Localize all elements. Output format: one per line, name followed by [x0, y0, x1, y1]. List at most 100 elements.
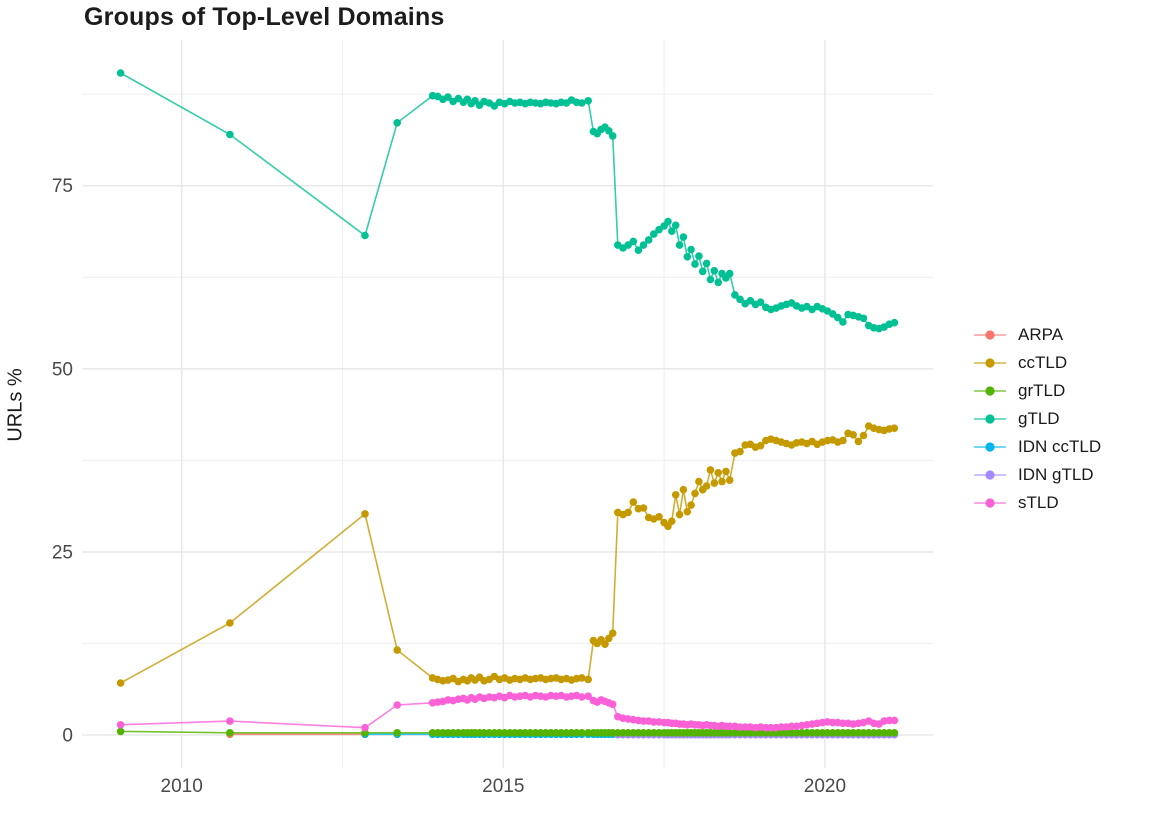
- data-point: [624, 508, 632, 517]
- data-point: [578, 674, 586, 682]
- series-gTLD: [116, 69, 899, 333]
- data-point: [624, 729, 632, 737]
- data-point: [578, 99, 586, 107]
- data-point: [714, 278, 722, 287]
- data-point: [706, 466, 715, 474]
- data-point: [736, 295, 744, 304]
- data-point: [691, 260, 699, 268]
- legend-key-icon: [974, 330, 1006, 340]
- data-point: [679, 233, 688, 241]
- data-point: [226, 729, 234, 737]
- data-point: [803, 729, 811, 737]
- x-tick-label: 2020: [804, 776, 846, 797]
- data-point: [671, 491, 680, 499]
- data-point: [839, 729, 847, 737]
- data-point: [792, 729, 801, 737]
- legend-key-dot: [985, 470, 995, 480]
- legend-item-IDN gTLD: IDN gTLD: [972, 461, 1101, 489]
- x-tick-label: 2010: [161, 776, 203, 797]
- data-point: [639, 241, 648, 249]
- legend: ARPA ccTLD grTLD gTLD IDN ccTLD IDN gTLD sTLD: [972, 321, 1101, 517]
- data-point: [639, 729, 648, 737]
- data-point: [584, 97, 592, 105]
- data-point: [725, 476, 734, 485]
- data-point: [725, 722, 734, 731]
- series-line-ccTLD: [119, 424, 896, 684]
- data-point: [687, 501, 695, 509]
- data-point: [890, 716, 899, 725]
- legend-key-icon: [974, 442, 1006, 452]
- series-ccTLD: [116, 422, 899, 687]
- data-point: [480, 729, 488, 737]
- data-point: [702, 482, 711, 490]
- data-point: [767, 723, 775, 732]
- y-tick-label: 75: [52, 176, 73, 197]
- legend-item-ccTLD: ccTLD: [972, 349, 1101, 377]
- data-point: [736, 723, 744, 731]
- data-point: [634, 246, 643, 254]
- legend-key-icon: [974, 358, 1006, 368]
- series-line-gTLD: [119, 72, 896, 330]
- legend-key-dot: [985, 414, 995, 424]
- legend-item-label: IDN ccTLD: [1018, 437, 1102, 456]
- data-point: [547, 729, 555, 737]
- data-point: [725, 729, 734, 737]
- data-point: [706, 275, 715, 284]
- data-point: [746, 729, 755, 737]
- data-point: [639, 504, 648, 512]
- data-point: [664, 217, 672, 226]
- x-tick-label: 2015: [482, 776, 524, 797]
- data-point: [710, 266, 719, 275]
- legend-item-label: ccTLD: [1018, 353, 1068, 372]
- data-point: [449, 729, 457, 737]
- legend-item-ARPA: ARPA: [972, 321, 1101, 349]
- legend-item-label: ARPA: [1018, 325, 1064, 344]
- data-point: [675, 241, 684, 249]
- data-point: [668, 227, 676, 235]
- data-point: [756, 298, 765, 307]
- data-point: [683, 507, 692, 516]
- legend-key-dot: [985, 442, 995, 452]
- legend-key-dot: [985, 498, 995, 508]
- y-tick-label: 50: [52, 359, 73, 380]
- data-point: [650, 718, 658, 726]
- data-point: [361, 510, 369, 518]
- data-point: [557, 729, 565, 737]
- legend-item-label: IDN gTLD: [1018, 465, 1094, 484]
- data-point: [650, 230, 658, 238]
- data-point: [655, 513, 663, 521]
- data-point: [714, 469, 722, 477]
- data-point: [695, 252, 703, 260]
- data-point: [880, 729, 888, 737]
- data-point: [572, 729, 581, 737]
- data-point: [679, 485, 688, 494]
- data-point: [226, 717, 234, 725]
- series-sTLD: [116, 691, 899, 732]
- data-point: [444, 93, 452, 101]
- legend-item-label: grTLD: [1018, 381, 1066, 400]
- series-ARPA: [226, 730, 369, 739]
- data-point: [639, 717, 648, 725]
- data-point: [691, 489, 699, 498]
- data-point: [702, 259, 711, 268]
- legend-key-icon: [974, 470, 1006, 480]
- data-point: [725, 269, 734, 278]
- data-point: [782, 729, 791, 737]
- chart-title: Groups of Top-Level Domains: [84, 3, 445, 31]
- data-point: [650, 729, 658, 737]
- data-point: [839, 436, 847, 445]
- data-point: [644, 236, 653, 244]
- data-point: [859, 729, 868, 737]
- data-point: [361, 231, 369, 240]
- legend-key-dot: [985, 330, 995, 340]
- data-point: [722, 467, 730, 476]
- data-point: [614, 729, 622, 737]
- series-grTLD: [116, 727, 899, 737]
- y-axis-title: URLs %: [4, 368, 27, 442]
- data-point: [393, 729, 402, 737]
- series-line-sTLD: [119, 694, 896, 729]
- data-point: [393, 701, 402, 709]
- data-point: [608, 629, 617, 637]
- data-point: [671, 221, 680, 230]
